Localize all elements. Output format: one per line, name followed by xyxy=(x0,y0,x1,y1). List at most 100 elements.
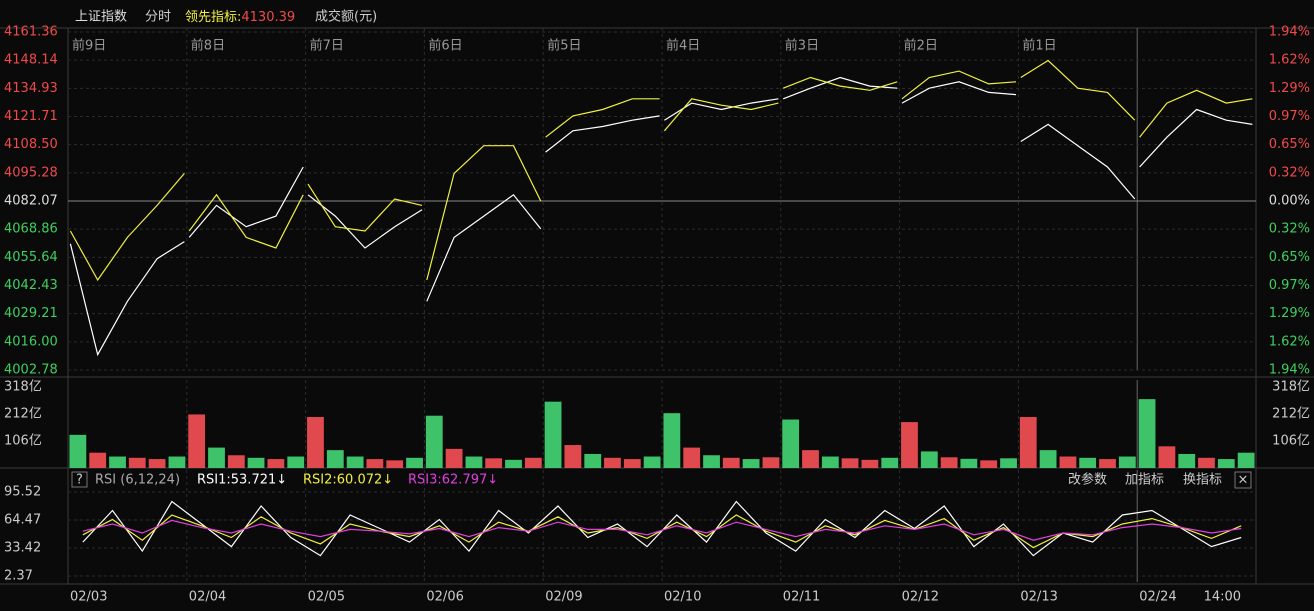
volume-bar xyxy=(267,459,285,468)
volume-bar xyxy=(1138,399,1156,468)
volume-bar xyxy=(564,445,582,468)
y2-tick-label: 0.32% xyxy=(1269,166,1310,181)
leading-indicator: 领先指标:4130.39 xyxy=(185,10,295,25)
volume-bar xyxy=(821,456,839,468)
volume-bar xyxy=(1158,446,1176,468)
volume-bar xyxy=(89,452,107,468)
y-tick-label: 4016.00 xyxy=(4,334,58,349)
close-text[interactable]: × xyxy=(1238,473,1249,488)
day-label: 前7日 xyxy=(310,38,344,54)
x-tick-label: 02/24 xyxy=(1139,590,1176,605)
y2-tick-label: 0.32% xyxy=(1269,221,1310,236)
y-tick-label: 33.42 xyxy=(4,540,41,555)
volume-bar xyxy=(69,434,87,468)
x-tick-label: 02/09 xyxy=(545,590,582,605)
x-tick-label: 14:00 xyxy=(1204,590,1241,605)
y-tick-label: 318亿 xyxy=(4,379,42,394)
x-tick-label: 02/10 xyxy=(664,590,701,605)
y2-tick-label: 1.62% xyxy=(1269,52,1310,67)
volume-bar xyxy=(1178,453,1196,468)
volume-bar xyxy=(188,414,206,468)
toolbar-button[interactable]: 改参数 xyxy=(1068,472,1107,488)
volume-bar xyxy=(1000,458,1017,468)
volume-bar xyxy=(386,460,404,468)
y2-tick-label: 1.29% xyxy=(1269,306,1310,321)
volume-bar xyxy=(1217,459,1235,468)
y-tick-label-right: 106亿 xyxy=(1272,433,1310,448)
legend-entry: RSI2:60.072↓ xyxy=(303,473,393,488)
volume-bar xyxy=(584,453,602,468)
volume-bar xyxy=(960,458,978,468)
x-tick-label: 02/04 xyxy=(189,590,226,605)
y-tick-label: 4121.71 xyxy=(4,109,58,124)
series-line xyxy=(82,519,1242,541)
volume-bar xyxy=(1118,456,1136,468)
y-tick-label: 4029.21 xyxy=(4,306,58,321)
x-tick-label: 02/06 xyxy=(426,590,463,605)
volume-bar xyxy=(604,457,621,468)
volume-bar xyxy=(1039,450,1057,468)
y-tick-label: 4082.07 xyxy=(4,194,58,209)
volume-bar xyxy=(1099,459,1116,468)
volume-bar xyxy=(663,413,681,468)
y-tick-label: 4002.78 xyxy=(4,363,58,378)
y2-tick-label: 0.65% xyxy=(1269,137,1310,152)
volume-bar xyxy=(524,457,542,468)
toolbar-button[interactable]: 加指标 xyxy=(1125,473,1164,488)
y-tick-label: 4068.86 xyxy=(4,222,58,237)
volume-bar xyxy=(1079,457,1097,468)
x-tick-label: 02/13 xyxy=(1020,590,1057,605)
y-tick-label: 4042.43 xyxy=(4,278,58,293)
day-label: 前6日 xyxy=(428,38,462,54)
volume-bar xyxy=(208,447,225,468)
volume-bar xyxy=(742,459,760,468)
y-tick-label: 212亿 xyxy=(4,406,42,421)
volume-bar xyxy=(802,450,819,468)
volume-bar xyxy=(128,457,146,468)
day-label: 前3日 xyxy=(785,38,819,54)
volume-bar xyxy=(1059,456,1077,468)
volume-bar xyxy=(920,451,938,468)
y2-tick-label: 1.29% xyxy=(1269,81,1310,96)
index-name: 上证指数 xyxy=(75,10,127,25)
volume-bar xyxy=(861,459,879,468)
day-label: 前9日 xyxy=(72,38,106,54)
volume-bar xyxy=(762,457,780,468)
volume-bar xyxy=(782,419,800,468)
volume-bar xyxy=(505,459,522,468)
volume-bar xyxy=(148,459,166,468)
help-text[interactable]: ? xyxy=(76,473,83,488)
volume-bar xyxy=(406,457,423,468)
toolbar-button[interactable]: 换指标 xyxy=(1183,473,1222,488)
day-label: 前8日 xyxy=(191,38,225,54)
y-tick-label-right: 212亿 xyxy=(1272,406,1310,421)
volume-bar xyxy=(227,455,245,468)
y2-tick-label: 0.97% xyxy=(1269,278,1310,293)
x-tick-label: 02/05 xyxy=(308,590,345,605)
x-tick-label: 02/11 xyxy=(783,590,820,605)
y2-tick-label: 1.94% xyxy=(1269,363,1310,378)
volume-bar xyxy=(544,401,562,468)
volume-bar xyxy=(980,460,998,468)
legend-entry: RSI3:62.797↓ xyxy=(408,473,498,488)
volume-bar xyxy=(485,458,503,468)
day-label: 前1日 xyxy=(1022,38,1056,54)
leading-value: 4130.39 xyxy=(241,10,295,25)
volume-bar xyxy=(307,416,324,468)
close-button[interactable] xyxy=(1234,471,1252,489)
volume-bar xyxy=(287,456,305,468)
help-button[interactable] xyxy=(71,471,88,488)
leading-name: 领先指标: xyxy=(185,10,241,25)
volume-bar xyxy=(346,456,364,468)
y2-tick-label: 1.94% xyxy=(1269,25,1310,40)
volume-bar xyxy=(168,456,186,468)
y-tick-label: 4055.64 xyxy=(4,250,58,265)
volume-bar xyxy=(247,457,265,468)
volume-bar xyxy=(465,456,483,468)
volume-bar xyxy=(901,422,918,468)
volume-bar xyxy=(881,457,899,468)
y-tick-label: 4108.50 xyxy=(4,137,58,152)
y-tick-label: 2.37 xyxy=(4,568,33,583)
